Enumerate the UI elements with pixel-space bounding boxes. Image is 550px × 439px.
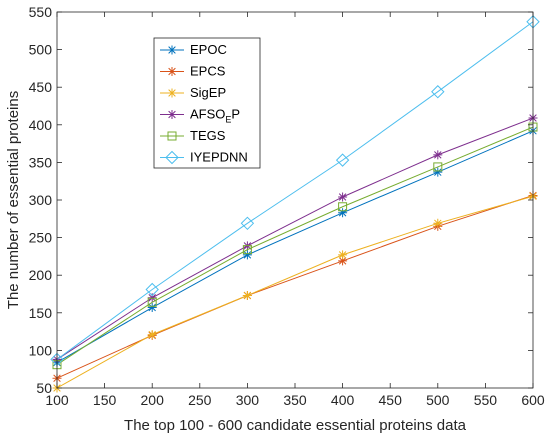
legend-marker-afso-ep (167, 110, 177, 119)
y-tick-label: 400 (29, 117, 53, 133)
data-point-iyepdnn-500 (431, 85, 445, 99)
series-layer (50, 15, 540, 393)
data-point-iyepdnn-200 (145, 282, 159, 297)
y-tick-label: 250 (29, 230, 53, 246)
data-point-epoc-400 (338, 208, 348, 218)
y-tick-label: 450 (29, 79, 53, 95)
series-line-afso-ep (56, 117, 534, 360)
y-tick-label: 550 (29, 4, 53, 20)
series-line-epoc (56, 130, 534, 363)
plot-area (57, 12, 533, 388)
legend-marker-tegs (167, 131, 177, 141)
series-line-iyepdnn (56, 21, 534, 360)
series-line-epcs (56, 195, 534, 379)
y-tick-label: 50 (36, 380, 52, 396)
data-point-afso-ep-200 (147, 293, 157, 303)
data-point-iyepdnn-300 (240, 216, 255, 231)
data-point-epoc-200 (147, 303, 157, 313)
data-point-sigep-400 (338, 250, 348, 260)
x-tick-label: 400 (331, 392, 355, 408)
legend-marker-iyepdnn (165, 150, 179, 165)
y-tick-label: 500 (29, 42, 53, 58)
series-line-sigep (56, 195, 534, 389)
legend-label-iyepdnn: IYEPDNN (190, 150, 248, 165)
data-point-afso-ep-500 (433, 150, 443, 160)
x-tick-label: 450 (379, 392, 403, 408)
y-tick-label: 350 (29, 154, 53, 170)
legend-label-epcs: EPCS (190, 64, 226, 79)
y-tick-label: 100 (29, 342, 53, 358)
data-point-sigep-300 (242, 291, 252, 301)
data-point-tegs-300 (242, 245, 252, 255)
legend-marker-epoc (167, 45, 177, 55)
x-tick-label: 300 (236, 392, 260, 408)
data-point-sigep-200 (147, 330, 157, 340)
data-point-epoc-300 (242, 250, 252, 260)
legend-label-sigep: SigEP (190, 85, 226, 100)
legend-marker-sigep (167, 88, 177, 98)
series-line-tegs (56, 126, 534, 366)
y-axis-title: The number of essential proteins (5, 91, 22, 309)
x-tick-label: 350 (283, 392, 307, 408)
x-tick-label: 600 (521, 392, 545, 408)
y-tick-label: 150 (29, 305, 53, 321)
x-tick-label: 100 (45, 392, 69, 408)
x-tick-label: 250 (188, 392, 212, 408)
legend-label-epoc: EPOC (190, 42, 227, 57)
x-tick-label: 550 (474, 392, 498, 408)
legend-marker-epcs (167, 67, 177, 76)
data-point-sigep-500 (433, 218, 443, 228)
legend-box (153, 37, 261, 169)
y-tick-label: 300 (29, 192, 53, 208)
legend: EPOC EPCS SigEP AFSOEP TEGS IYEPDNN (153, 37, 261, 169)
data-point-tegs-200 (147, 297, 157, 307)
data-point-tegs-400 (338, 202, 348, 212)
legend-label-tegs: TEGS (190, 128, 226, 143)
x-tick-label: 200 (141, 392, 165, 408)
axes-layer: 100 150 200 250 300 350 400 450 500 550 6005010015… (29, 4, 545, 408)
x-tick-label: 150 (93, 392, 117, 408)
x-axis-title: The top 100 - 600 candidate essential pr… (124, 417, 467, 434)
data-point-epcs-400 (338, 256, 348, 266)
data-point-afso-ep-400 (338, 192, 348, 202)
data-point-tegs-500 (433, 162, 443, 172)
data-point-epoc-500 (433, 167, 443, 177)
data-point-iyepdnn-400 (335, 153, 350, 167)
legend-label-afso-ep: AFSOEP (190, 107, 240, 125)
x-tick-label: 500 (426, 392, 450, 408)
y-tick-label: 200 (29, 267, 53, 283)
